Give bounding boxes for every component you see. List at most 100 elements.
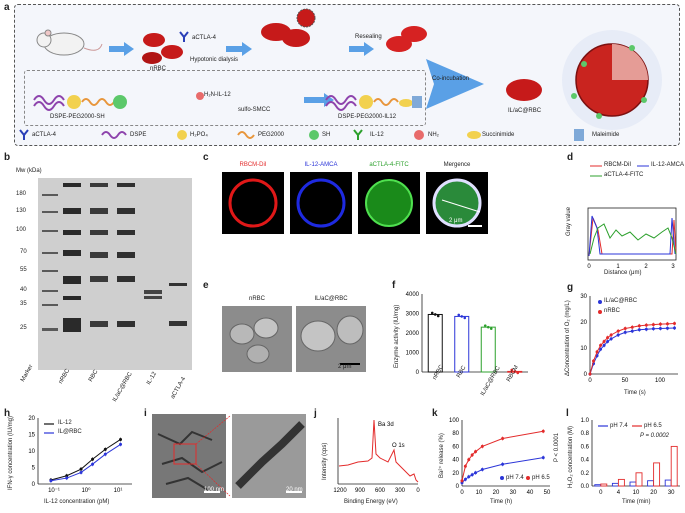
- confocal-images: [222, 172, 488, 234]
- xlabel-h: IL-12 concentration (pM): [44, 499, 110, 505]
- point-g-lines-1-9: [630, 325, 634, 329]
- panel-label-i: i: [144, 408, 147, 419]
- tem-images: [152, 414, 306, 498]
- bar-l-2-0: [629, 481, 637, 487]
- ytick-k-0: 0: [456, 484, 460, 490]
- point-g-lines-0-15: [672, 326, 676, 330]
- chart-k: 0 20 40 60 80 100 0 10 20 30 40 50: [449, 418, 551, 496]
- title-actla4-fitc: aCTLA-4-FITC: [369, 162, 409, 168]
- ladder-25: 25: [20, 325, 27, 331]
- xtick-g-2: 100: [655, 378, 666, 384]
- bar-l-0-1: [600, 483, 608, 487]
- lane-label-il12: IL-12: [146, 371, 159, 386]
- legend-l-0: pH 7.4: [610, 423, 628, 429]
- label-dspe-peg-il12: DSPE-PEG2000-IL12: [338, 114, 397, 120]
- legend-peg2000: PEG2000: [258, 132, 285, 138]
- label-hypotonic: Hypotonic dialysis: [190, 57, 239, 63]
- xtick-j-1: 900: [355, 488, 366, 494]
- point-g-lines-0-3: [599, 347, 603, 351]
- label-resealing: Resealing: [355, 34, 382, 40]
- point-h-lines-1-5: [119, 442, 123, 446]
- ytick-f-4: 4000: [406, 292, 420, 298]
- sem-scale-bar: 2 μm: [338, 364, 352, 370]
- point-g-lines-1-10: [637, 324, 641, 328]
- point-k-lines-1-4: [474, 450, 478, 454]
- point-g-lines-0-5: [606, 340, 610, 343]
- lane-rbc: [90, 183, 108, 327]
- title-il12-amca: IL-12-AMCA: [304, 162, 338, 168]
- chart-g: 0 10 20 30 0 50 100: [580, 294, 678, 384]
- point-g-lines-1-0: [588, 372, 592, 376]
- chart-j: Ba 3d O 1s 1200 900 600 300 0: [333, 418, 420, 494]
- confocal-scale-bar: 2 μm: [449, 218, 463, 224]
- point-f-2-0: [483, 324, 487, 327]
- lane-label-rbc: RBC: [88, 369, 100, 383]
- point-h-lines-0-5: [119, 437, 123, 441]
- tem-scale-2: 20 nm: [286, 487, 303, 493]
- ladder-55: 55: [20, 267, 27, 273]
- bar-l-3-0: [647, 480, 655, 487]
- legend-h2po4: H₂PO₄: [190, 132, 208, 138]
- xtick-l-2: 10: [633, 490, 640, 496]
- point-f-0-1: [433, 313, 437, 316]
- ytick-f-3: 3000: [406, 312, 420, 318]
- point-k-lines-0-7: [541, 456, 545, 460]
- point-g-lines-0-4: [602, 343, 606, 347]
- ytick-h-2: 10: [28, 449, 35, 455]
- bar-l-1-0: [611, 482, 619, 487]
- bar-l-3-1: [653, 462, 661, 487]
- xtick-j-2: 600: [375, 488, 386, 494]
- point-k-lines-1-0: [460, 479, 464, 483]
- lane-label-marker: Marker: [20, 363, 35, 383]
- point-h-lines-0-2: [79, 467, 83, 471]
- title-e-nrbc: nRBC: [248, 296, 265, 302]
- panel-label-h: h: [4, 408, 11, 419]
- series-rbcm-dil: [588, 217, 677, 257]
- ylabel-k: Ba²⁺ release (%): [439, 433, 445, 478]
- point-k-lines-1-2: [467, 458, 471, 462]
- panel-label-f: f: [392, 280, 396, 291]
- panel-label-c: c: [203, 152, 209, 163]
- tick-d-1: 1: [616, 264, 620, 270]
- lane-label-il-ac-rbc: IL/aC@RBC: [112, 371, 134, 403]
- tick-d-0: 0: [587, 264, 591, 270]
- ytick-g-3: 30: [580, 294, 587, 300]
- panel-label-k: k: [432, 408, 438, 419]
- point-g-lines-1-5: [606, 336, 610, 340]
- xtick-l-3: 20: [650, 490, 657, 496]
- point-f-3-0: [510, 368, 514, 372]
- chart-f: 0 1000 2000 3000 4000: [406, 292, 528, 376]
- point-g-lines-1-3: [599, 343, 603, 347]
- bar-l-4-1: [670, 445, 678, 487]
- point-f-2-2: [489, 327, 493, 330]
- legend-succinimide: Succinimide: [482, 132, 515, 138]
- legend-g-0: IL/aC@RBC: [604, 298, 638, 304]
- point-h-lines-0-1: [65, 474, 69, 478]
- ytick-l-5: 1.0: [581, 418, 590, 424]
- point-g-lines-0-13: [658, 327, 662, 330]
- ytick-k-1: 20: [452, 471, 459, 477]
- legend-l-1: pH 6.5: [644, 423, 662, 429]
- legend-icons: [19, 129, 584, 141]
- annotation-l: P = 0.0002: [640, 433, 669, 439]
- ytick-g-1: 10: [580, 346, 587, 352]
- xlabel-j: Binding Energy (eV): [344, 499, 398, 505]
- point-g-lines-1-2: [595, 350, 599, 354]
- xtick-k-0: 0: [460, 490, 464, 496]
- ylabel-l: H₂O₂ concentration (M): [568, 425, 574, 488]
- ladder-130: 130: [16, 208, 27, 214]
- ytick-k-5: 100: [449, 418, 460, 424]
- xtick-k-2: 20: [493, 490, 500, 496]
- chart-d: 0 1 2 3: [587, 165, 677, 270]
- point-f-0-2: [436, 314, 440, 318]
- xtick-g-0: 0: [588, 378, 592, 384]
- title-rbcm-dil: RBCM-DiI: [239, 162, 267, 168]
- point-h-lines-0-3: [91, 457, 95, 461]
- point-g-lines-0-10: [637, 328, 641, 332]
- ytick-k-2: 40: [452, 458, 459, 464]
- legend-dspe: DSPE: [130, 132, 147, 138]
- xtick-j-4: 0: [416, 488, 420, 494]
- bar-l-0-0: [594, 484, 602, 487]
- point-h-lines-1-4: [103, 452, 107, 456]
- point-f-3-2: [516, 371, 520, 375]
